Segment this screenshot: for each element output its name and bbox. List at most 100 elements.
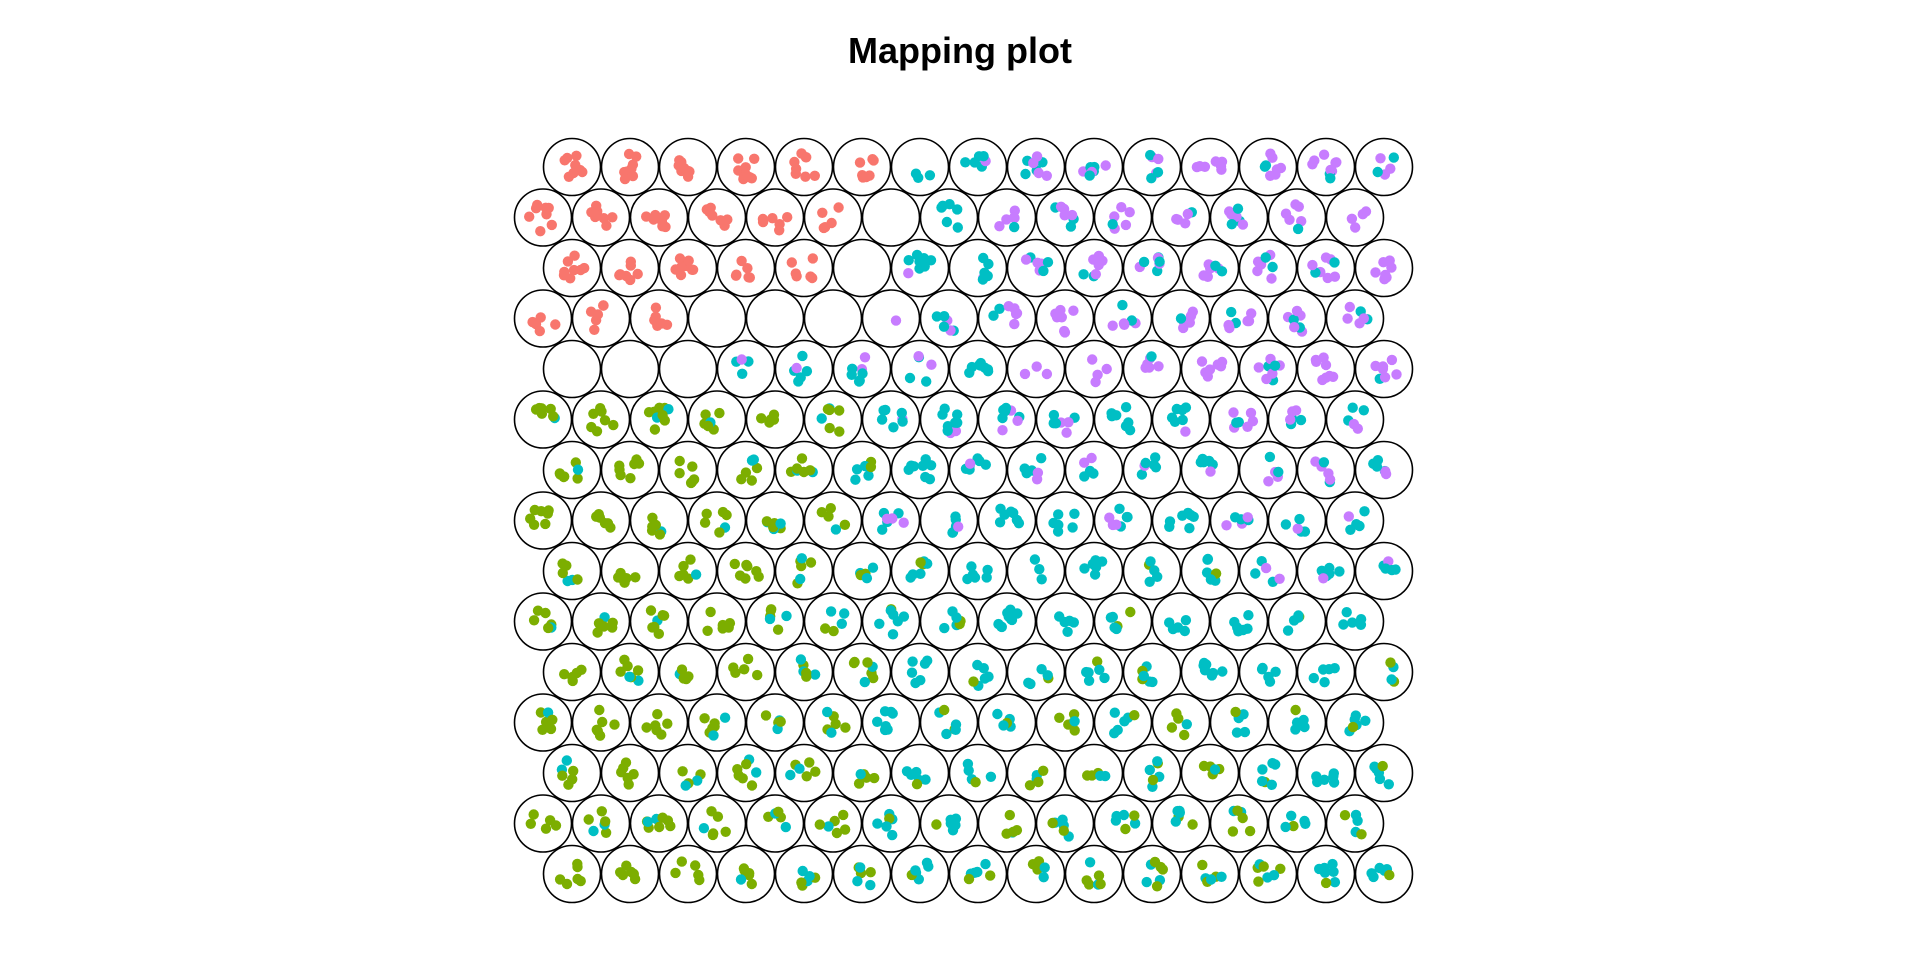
som-node	[687, 390, 747, 449]
data-point	[1216, 871, 1227, 882]
data-point	[1033, 167, 1044, 179]
data-point	[752, 669, 763, 681]
som-node	[1267, 592, 1327, 651]
node-circle	[1035, 491, 1095, 550]
som-node	[716, 743, 776, 803]
node-circle	[629, 592, 689, 651]
som-node	[1064, 238, 1124, 298]
data-point	[1369, 761, 1380, 772]
data-point	[882, 724, 893, 735]
som-node	[513, 794, 573, 853]
som-node	[803, 693, 863, 752]
node-circle	[687, 491, 747, 550]
node-circle	[774, 642, 834, 702]
data-point	[1314, 863, 1325, 875]
data-point	[1329, 663, 1340, 674]
data-point	[1244, 825, 1256, 837]
som-node	[629, 188, 689, 247]
data-point	[1181, 719, 1193, 730]
data-point	[742, 263, 753, 274]
data-point	[1152, 756, 1163, 767]
som-node	[1267, 794, 1327, 853]
data-point	[1346, 213, 1358, 224]
data-point	[1129, 710, 1140, 721]
data-point	[690, 860, 701, 871]
node-circle	[919, 592, 979, 651]
data-point	[1259, 161, 1271, 172]
data-point	[722, 214, 733, 225]
data-point	[627, 170, 639, 182]
som-node	[1006, 743, 1066, 803]
data-point	[1354, 318, 1365, 329]
data-point	[525, 818, 536, 829]
data-point	[1101, 363, 1112, 375]
data-point	[964, 458, 976, 469]
data-point	[1345, 524, 1356, 535]
data-point	[1264, 676, 1276, 687]
node-circle	[1006, 642, 1066, 702]
data-point	[1311, 771, 1322, 782]
data-point	[963, 873, 975, 885]
data-point	[796, 553, 807, 564]
data-point	[1202, 554, 1213, 565]
data-point	[1230, 706, 1241, 718]
node-circle	[803, 289, 863, 348]
data-point	[966, 561, 977, 572]
data-point	[1328, 771, 1339, 782]
data-point	[1252, 265, 1263, 277]
data-point	[1180, 426, 1191, 437]
node-circle	[919, 491, 979, 550]
som-node	[1151, 794, 1211, 853]
data-point	[839, 608, 850, 619]
node-circle	[745, 491, 805, 550]
data-point	[1107, 219, 1118, 230]
node-circle	[571, 794, 631, 853]
data-point	[702, 625, 713, 636]
data-point	[586, 421, 597, 433]
data-point	[1375, 153, 1386, 164]
node-circle	[658, 743, 718, 803]
data-point	[746, 475, 757, 486]
data-point	[535, 707, 547, 718]
data-point	[1198, 270, 1209, 281]
node-circle	[919, 693, 979, 752]
node-circle	[513, 390, 573, 449]
node-circle	[1122, 137, 1182, 197]
data-point	[730, 270, 742, 281]
node-circle	[803, 188, 863, 247]
data-point	[923, 861, 934, 872]
som-node	[1238, 137, 1298, 197]
som-node	[1325, 491, 1385, 550]
node-circle	[948, 743, 1008, 803]
data-point	[766, 604, 777, 615]
data-point	[1257, 764, 1268, 775]
node-circle	[1180, 339, 1240, 399]
data-point	[1179, 729, 1190, 741]
som-node	[571, 491, 631, 550]
data-point	[1368, 871, 1379, 883]
data-point	[1242, 512, 1253, 523]
data-point	[628, 868, 639, 880]
data-point	[720, 826, 731, 837]
node-circle	[1064, 541, 1124, 601]
som-node	[1296, 743, 1356, 803]
data-point	[905, 769, 917, 780]
data-point	[887, 829, 898, 841]
data-point	[1182, 208, 1194, 220]
data-point	[1391, 369, 1402, 380]
data-point	[728, 662, 739, 673]
node-circle	[745, 693, 805, 752]
data-point	[1081, 875, 1092, 886]
data-point	[608, 419, 619, 431]
som-node	[1006, 844, 1066, 904]
data-point	[559, 155, 570, 166]
data-point	[748, 454, 759, 465]
data-point	[1292, 523, 1303, 534]
data-point	[924, 170, 936, 181]
data-point	[804, 871, 815, 882]
data-point	[978, 151, 989, 162]
data-point	[619, 654, 630, 665]
som-node	[803, 592, 863, 651]
data-point	[877, 524, 888, 535]
som-node	[600, 137, 660, 197]
